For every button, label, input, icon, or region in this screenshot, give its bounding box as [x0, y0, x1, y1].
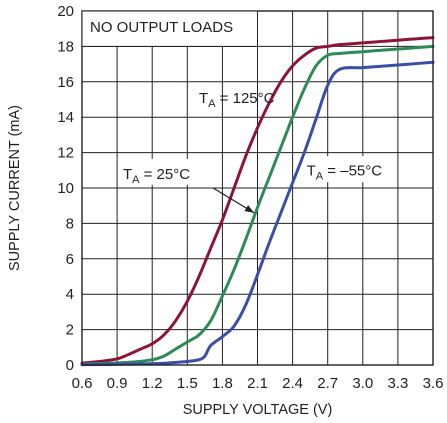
series-label-arrowhead: [244, 205, 254, 213]
x-tick-label: 1.5: [177, 375, 198, 392]
series-label-25c: TA = 25°C: [123, 166, 190, 186]
y-tick-label: 10: [57, 180, 74, 197]
x-tick-label: 1.2: [142, 375, 163, 392]
annotation-text: NO OUTPUT LOADS: [90, 19, 233, 36]
x-tick-label: 0.9: [107, 375, 128, 392]
y-tick-label: 12: [57, 145, 74, 162]
x-tick-label: 3.6: [423, 375, 444, 392]
y-tick-label: 14: [57, 109, 74, 126]
x-tick-label: 2.1: [247, 375, 268, 392]
y-tick-label: 8: [66, 215, 74, 232]
series-line-minus55c: [80, 60, 435, 367]
x-axis-title: SUPPLY VOLTAGE (V): [183, 402, 333, 418]
series-line-25c: [80, 44, 435, 366]
series-label-125c: TA = 125°C: [199, 90, 275, 110]
series-label-background: [304, 156, 397, 183]
x-tick-label: 3.0: [352, 375, 373, 392]
x-tick-label: 2.7: [317, 375, 338, 392]
x-tick-labels: 0.6 0.9 1.2 1.5 1.8 2.1 2.4 2.7 3.0 3.3 3.6: [72, 375, 444, 392]
y-tick-label: 0: [66, 357, 74, 374]
annotation-box: [81, 10, 258, 47]
y-tick-labels: 0 2 4 6 8 10 12 14 16 18 20: [57, 3, 74, 374]
y-tick-label: 6: [66, 251, 74, 268]
y-tick-label: 2: [66, 322, 74, 339]
series-layer: [80, 36, 435, 367]
series-label-minus55c: TA = –55°C: [307, 163, 383, 183]
series-label-background: [120, 158, 209, 185]
y-tick-label: 16: [57, 74, 74, 91]
series-line-125c: [80, 36, 435, 365]
y-tick-label: 4: [66, 286, 74, 303]
y-axis-title: SUPPLY CURRENT (mA): [7, 105, 23, 271]
x-tick-label: 0.6: [72, 375, 93, 392]
grid: [82, 11, 433, 365]
y-tick-label: 18: [57, 38, 74, 55]
x-tick-label: 3.3: [387, 375, 408, 392]
x-tick-label: 1.8: [212, 375, 233, 392]
y-tick-label: 20: [57, 3, 74, 20]
x-tick-label: 2.4: [282, 375, 303, 392]
